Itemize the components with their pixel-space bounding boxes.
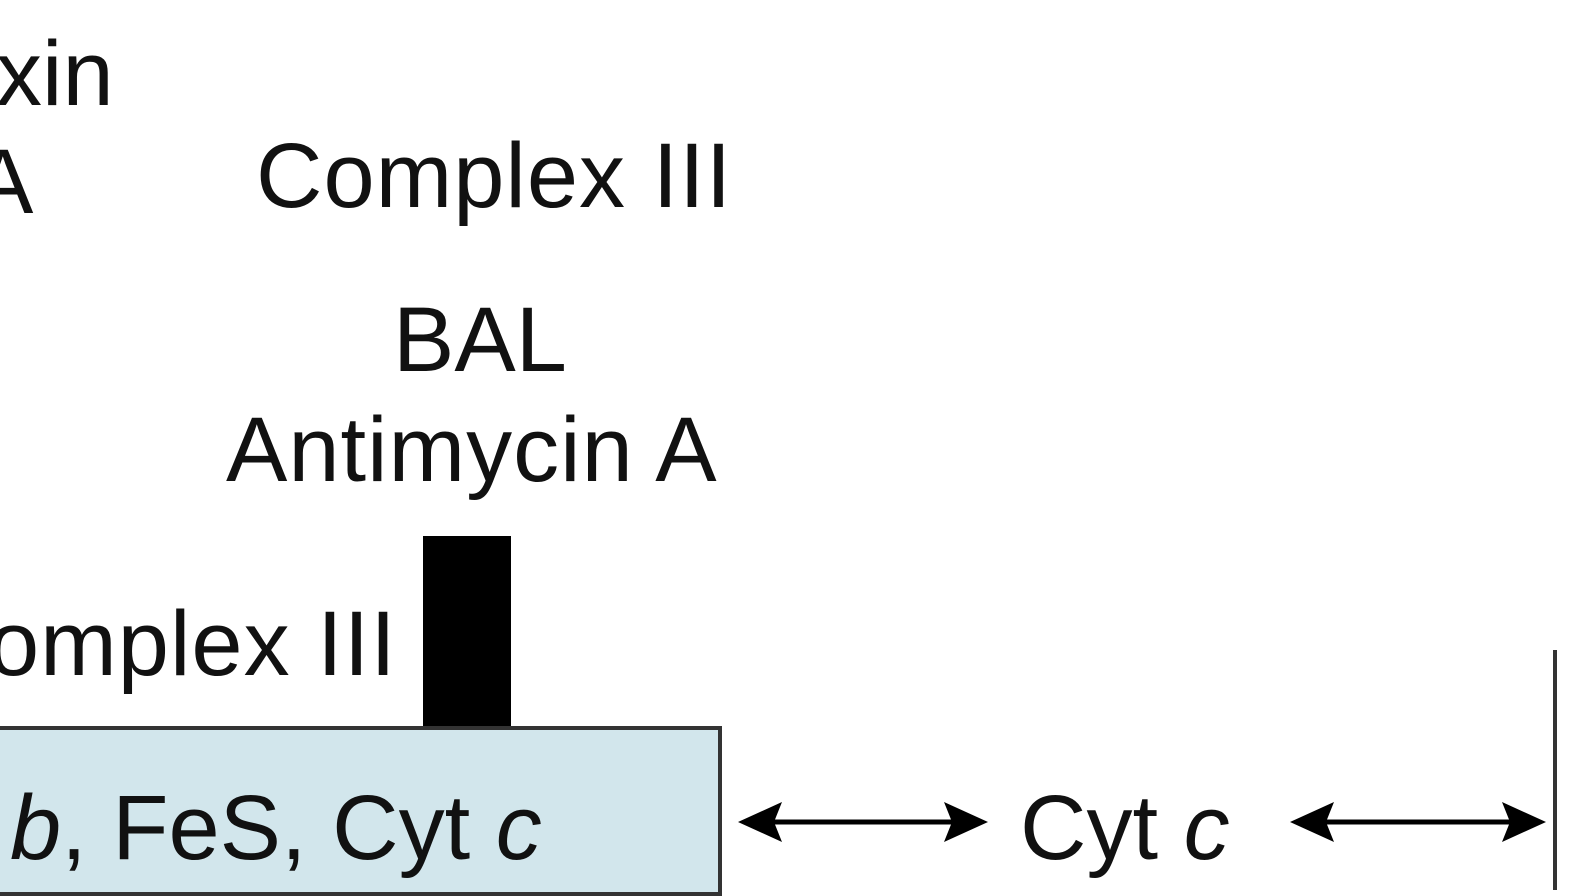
complex-iii-box: [0, 726, 722, 896]
inhibitor-bal-label: BAL: [393, 289, 567, 391]
cyt-prefix: Cyt: [1020, 777, 1184, 879]
cyt-b-letter: b: [10, 777, 62, 879]
cyt-c-letter: c: [1183, 777, 1230, 879]
double-arrow-left: [738, 802, 988, 842]
partial-label-xin: xin: [0, 23, 114, 125]
inhibitor-antimycin-label: Antimycin A: [226, 399, 718, 501]
double-arrow-right: [1290, 802, 1546, 842]
inhibition-bar: [423, 536, 511, 726]
next-complex-box-edge: [1553, 650, 1557, 890]
partial-label-a: A: [0, 131, 34, 233]
cyt-c1-letter: c: [495, 777, 542, 879]
complex-iii-components: b, FeS, Cyt c: [10, 782, 542, 874]
cytochrome-c-label: Cyt c: [1020, 782, 1230, 874]
fes-cyt-text: , FeS, Cyt: [61, 777, 496, 879]
complex-iii-label: omplex III: [0, 593, 397, 695]
complex-iii-heading: Complex III: [256, 125, 733, 227]
